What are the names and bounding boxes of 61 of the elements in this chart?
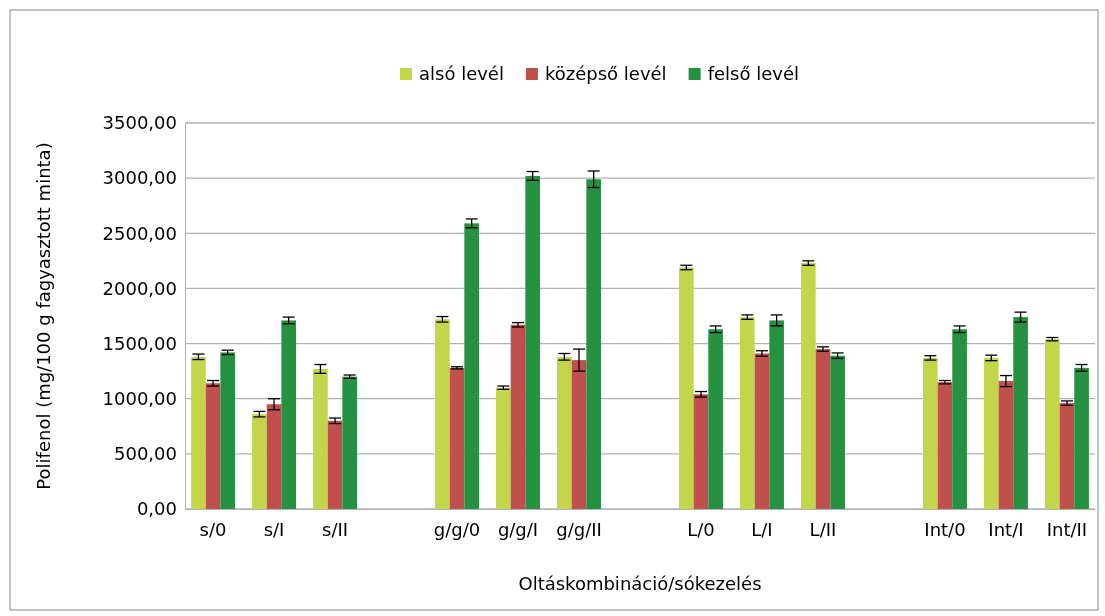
bar (769, 320, 784, 509)
x-tick-label: L/0 (687, 518, 715, 540)
bar (510, 324, 526, 509)
y-tick-label: 2000,00 (102, 277, 177, 299)
bar (754, 353, 770, 509)
x-tick-label: s/0 (199, 518, 227, 540)
x-tick-label: L/II (809, 518, 837, 540)
bar (1059, 403, 1075, 509)
y-tick-label: 500,00 (114, 443, 177, 465)
bar (557, 356, 572, 509)
bar (435, 319, 450, 509)
bar (525, 175, 540, 509)
x-tick-label: g/g/0 (433, 518, 481, 540)
bar (1044, 339, 1060, 509)
bar (1074, 367, 1089, 509)
bar (708, 329, 723, 509)
y-tick-label: 0,00 (136, 498, 177, 520)
y-tick-label: 3000,00 (102, 167, 177, 189)
bar (586, 179, 601, 509)
bar (220, 352, 236, 509)
bar (327, 420, 343, 509)
legend-label: alsó levél (419, 63, 504, 84)
x-axis-title: Oltáskombináció/sókezelés (518, 573, 762, 594)
bar (1013, 317, 1028, 509)
bar (937, 382, 953, 509)
y-axis-title: Polifenol (mg/100 g fagyasztott minta) (33, 142, 54, 490)
bar (815, 349, 831, 509)
bar (342, 376, 357, 509)
bar (740, 317, 755, 509)
x-tick-label: L/I (751, 518, 773, 540)
bar (464, 223, 479, 509)
y-tick-label: 2500,00 (102, 222, 177, 244)
bar (496, 387, 511, 509)
bar (281, 320, 297, 509)
bar (998, 381, 1014, 509)
bar (923, 357, 938, 509)
bar (801, 263, 816, 509)
bar (449, 367, 465, 509)
x-tick-label: g/g/II (556, 518, 602, 540)
bar (693, 394, 709, 509)
bar (313, 368, 328, 509)
bar (252, 414, 267, 509)
bar (571, 360, 587, 509)
bar (266, 404, 282, 509)
bar (205, 383, 221, 509)
x-tick-label: s/I (263, 518, 285, 540)
bar (952, 329, 967, 509)
bar (191, 356, 206, 509)
bar (679, 267, 694, 509)
y-tick-label: 1500,00 (102, 332, 177, 354)
x-tick-label: g/g/I (497, 518, 539, 540)
bar (830, 355, 845, 509)
x-tick-label: Int/0 (924, 518, 966, 540)
y-tick-label: 1000,00 (102, 387, 177, 409)
x-tick-label: s/II (322, 518, 349, 540)
x-tick-label: Int/II (1046, 518, 1088, 540)
bar (984, 357, 999, 509)
y-tick-label: 3500,00 (102, 112, 177, 134)
legend-label: középső levél (544, 63, 667, 84)
legend-label: felső levél (707, 63, 799, 84)
x-tick-label: Int/I (988, 518, 1024, 540)
